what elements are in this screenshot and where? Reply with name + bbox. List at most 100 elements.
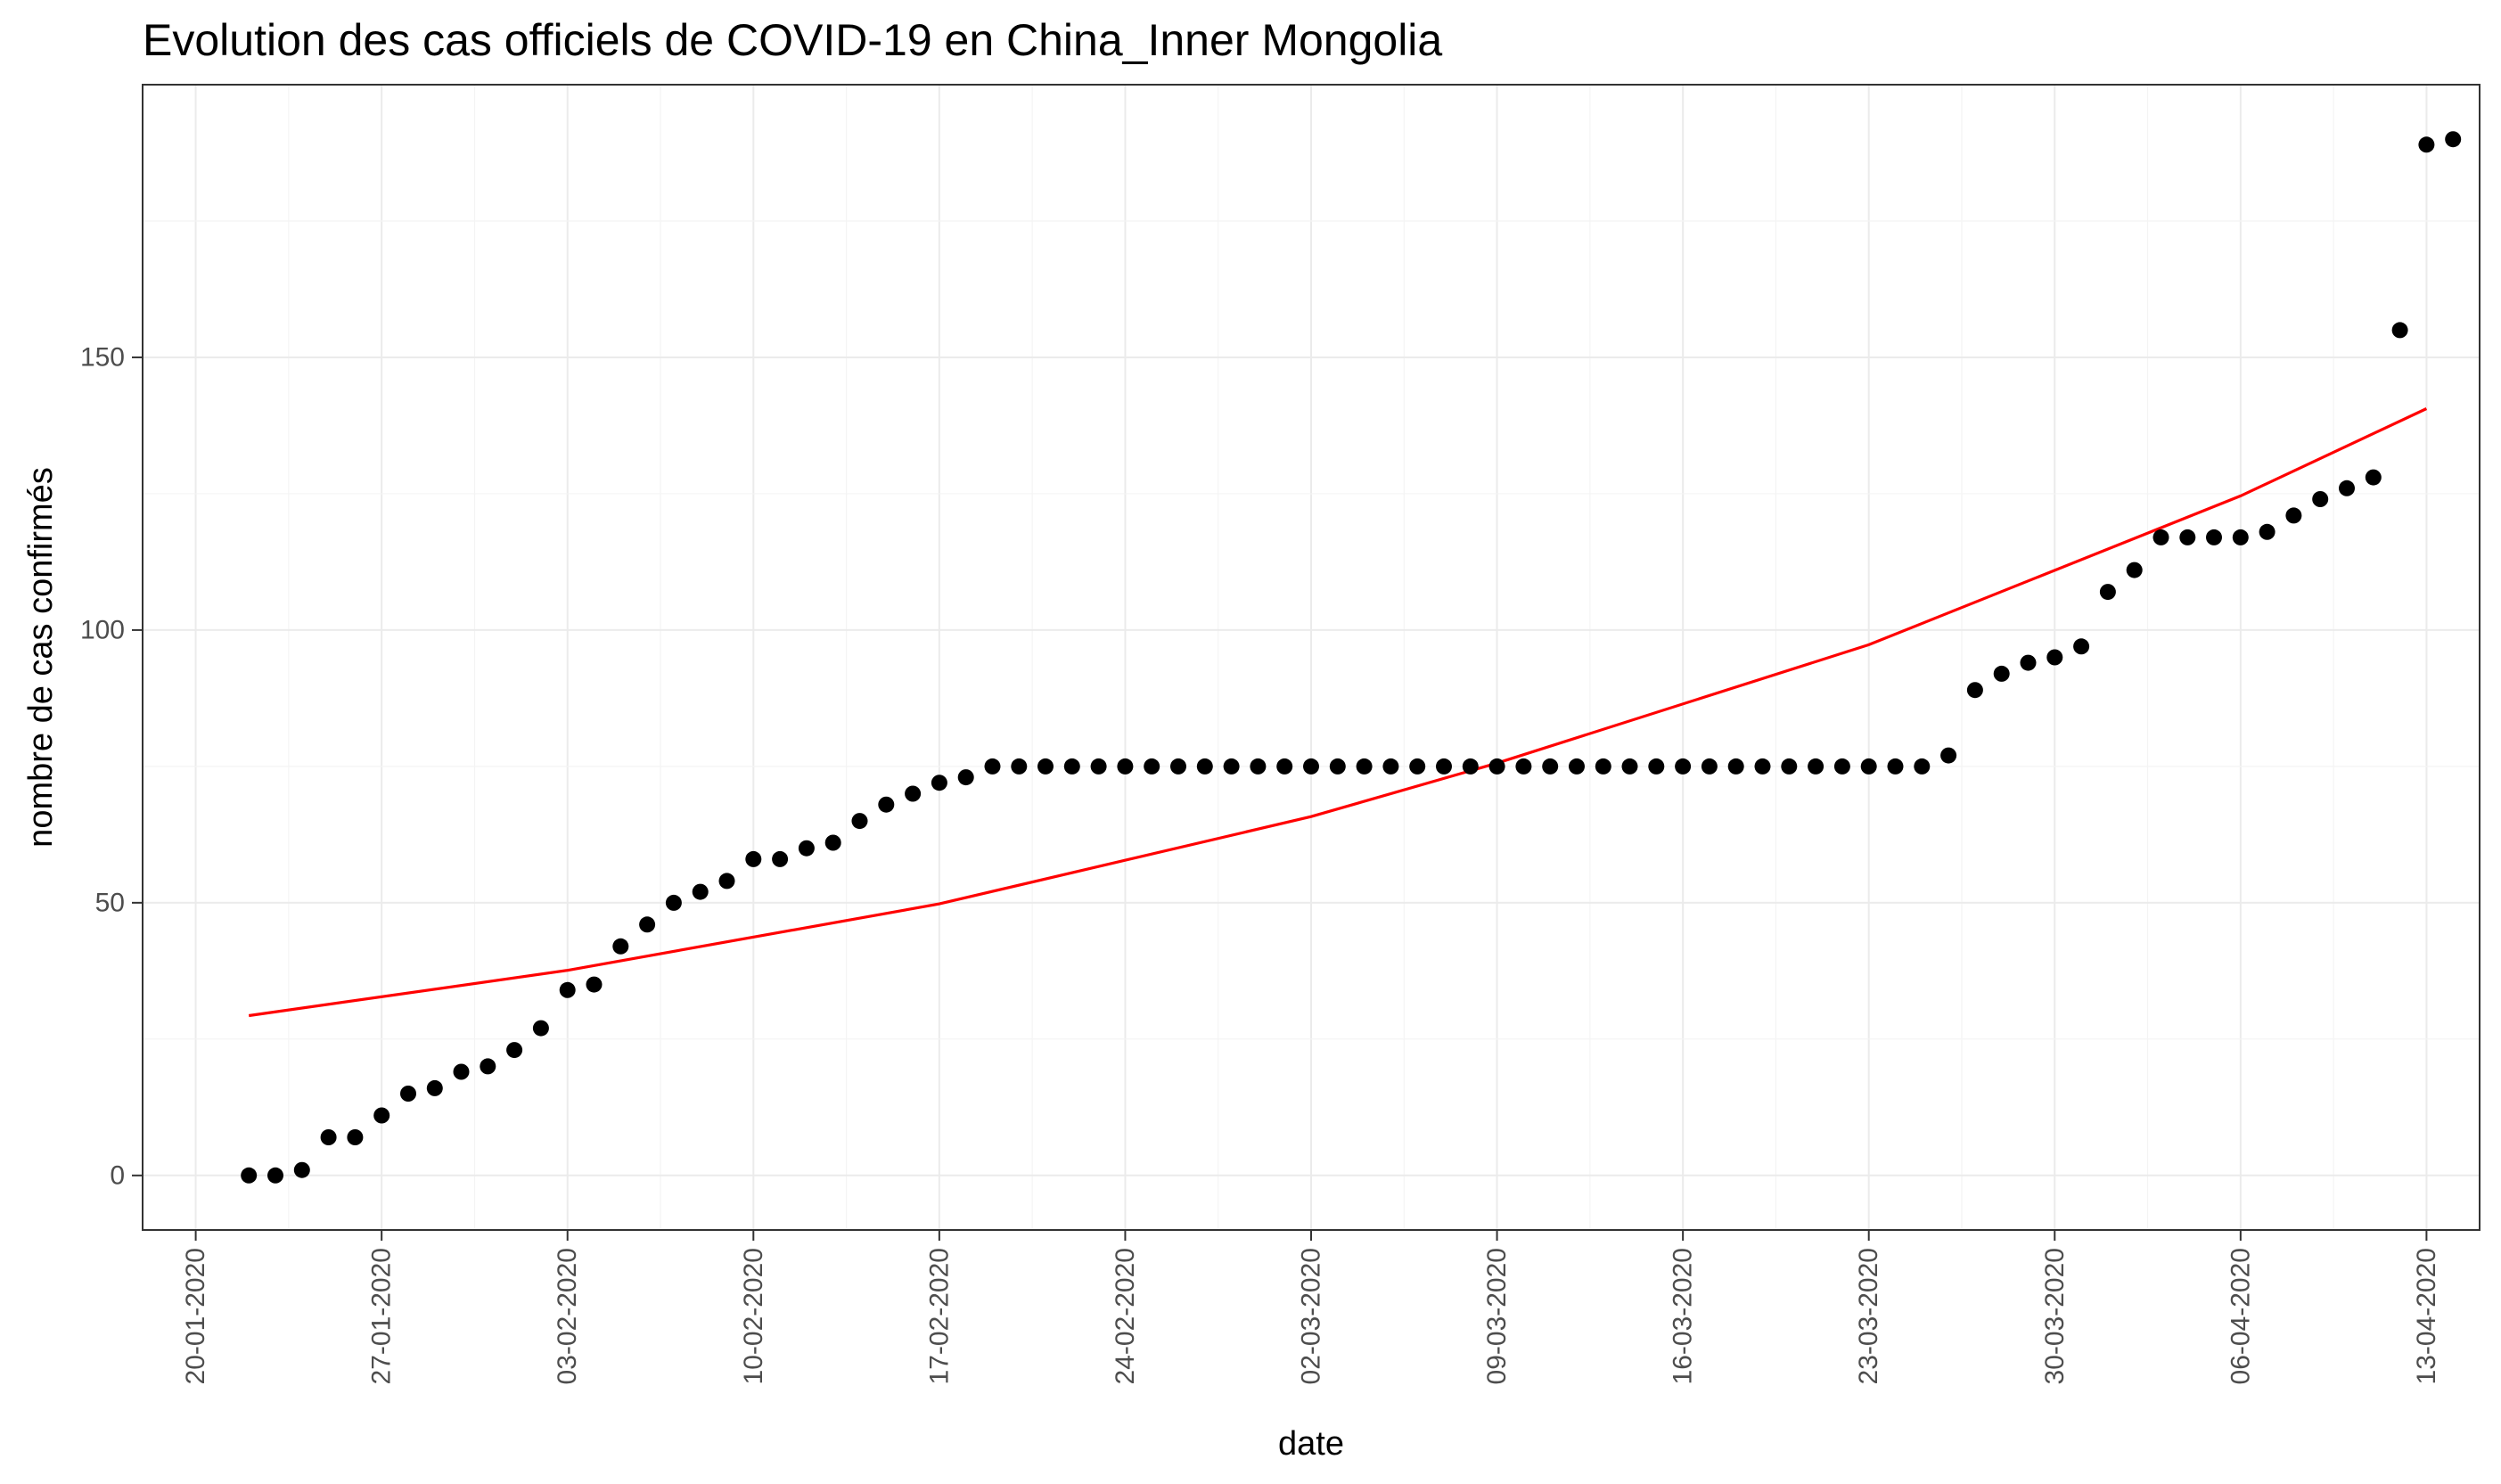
data-point: [1436, 758, 1452, 775]
data-point: [426, 1079, 443, 1096]
data-point: [1808, 758, 1824, 775]
data-point: [905, 785, 922, 802]
y-tick-label: 50: [95, 888, 125, 917]
data-point: [1754, 758, 1771, 775]
data-point: [639, 916, 656, 933]
data-point: [1887, 758, 1904, 775]
data-point: [506, 1042, 523, 1059]
axes: 20-01-2020 27-01-2020 03-02-2020 10-02-2020…: [80, 342, 2441, 1384]
data-point: [957, 769, 974, 786]
y-axis-title: nombre de cas confirmés: [22, 467, 60, 848]
data-point: [2232, 529, 2249, 545]
data-point: [1993, 665, 2010, 682]
data-point: [2259, 523, 2276, 540]
data-point: [692, 883, 709, 900]
data-point: [878, 796, 895, 813]
data-point: [931, 775, 947, 791]
data-point: [718, 873, 735, 890]
x-tick-label: 24-02-2020: [1111, 1248, 1140, 1384]
x-tick-label: 03-02-2020: [553, 1248, 582, 1384]
data-point: [1329, 758, 1346, 775]
data-point: [1250, 758, 1267, 775]
data-point: [373, 1107, 390, 1124]
data-point: [2285, 507, 2302, 524]
data-point: [320, 1129, 337, 1145]
data-point: [1542, 758, 1559, 775]
x-tick-label: 17-02-2020: [924, 1248, 954, 1384]
data-point: [293, 1161, 310, 1178]
data-point: [745, 850, 762, 867]
data-point: [1781, 758, 1798, 775]
x-axis-title: date: [1278, 1425, 1344, 1463]
x-tick-label: 30-03-2020: [2040, 1248, 2070, 1384]
data-point: [851, 813, 868, 830]
x-tick-label: 16-03-2020: [1669, 1248, 1698, 1384]
data-point: [612, 938, 629, 955]
data-point: [1276, 758, 1293, 775]
data-point: [2179, 529, 2196, 545]
data-point: [1170, 758, 1186, 775]
x-tick-label: 20-01-2020: [181, 1248, 210, 1384]
data-point: [1196, 758, 1213, 775]
data-point: [1621, 758, 1638, 775]
x-tick-label: 06-04-2020: [2226, 1248, 2255, 1384]
data-point: [1648, 758, 1665, 775]
data-point: [1356, 758, 1373, 775]
data-point: [1833, 758, 1850, 775]
data-points: [241, 131, 2462, 1184]
chart-title: Evolution des cas officiels de COVID-19 …: [143, 15, 1442, 65]
data-point: [2365, 469, 2382, 486]
data-point: [1914, 758, 1931, 775]
x-tick-label: 23-03-2020: [1854, 1248, 1883, 1384]
data-point: [2046, 649, 2063, 666]
data-point: [1117, 758, 1134, 775]
data-point: [1966, 682, 1983, 699]
data-point: [2020, 654, 2037, 671]
x-tick-label: 27-01-2020: [367, 1248, 397, 1384]
data-point: [559, 981, 576, 998]
data-point: [400, 1086, 416, 1102]
data-point: [2312, 491, 2329, 507]
data-point: [2152, 529, 2169, 545]
data-point: [267, 1167, 283, 1184]
y-tick-label: 0: [110, 1160, 125, 1190]
data-point: [1462, 758, 1479, 775]
data-point: [2445, 131, 2462, 148]
data-point: [1409, 758, 1426, 775]
data-point: [665, 894, 682, 911]
data-point: [1090, 758, 1107, 775]
data-point: [798, 840, 815, 857]
data-point: [1701, 758, 1718, 775]
x-tick-label: 09-03-2020: [1482, 1248, 1512, 1384]
fit-line-layer: [248, 407, 2428, 1018]
data-point: [1515, 758, 1532, 775]
data-point: [1303, 758, 1319, 775]
data-point: [1675, 758, 1692, 775]
fit-line: [248, 407, 2428, 1018]
data-point: [480, 1058, 496, 1075]
y-tick-label: 150: [80, 342, 125, 372]
data-point: [1940, 747, 1957, 764]
data-point: [2073, 638, 2090, 655]
data-point: [984, 758, 1001, 775]
grid: [143, 85, 2480, 1230]
data-point: [2391, 322, 2408, 339]
data-point: [1144, 758, 1160, 775]
data-point: [2099, 584, 2116, 601]
x-tick-label: 02-03-2020: [1297, 1248, 1326, 1384]
data-point: [1382, 758, 1399, 775]
x-tick-label: 10-02-2020: [739, 1248, 768, 1384]
data-point: [1011, 758, 1028, 775]
y-tick-label: 100: [80, 615, 125, 644]
data-point: [2206, 529, 2222, 545]
data-point: [1488, 758, 1505, 775]
data-point: [241, 1167, 258, 1184]
data-point: [1223, 758, 1240, 775]
data-point: [2126, 562, 2143, 578]
data-point: [1727, 758, 1744, 775]
x-tick-label: 13-04-2020: [2412, 1248, 2441, 1384]
data-point: [1569, 758, 1585, 775]
data-point: [2339, 480, 2355, 496]
data-point: [347, 1129, 364, 1145]
